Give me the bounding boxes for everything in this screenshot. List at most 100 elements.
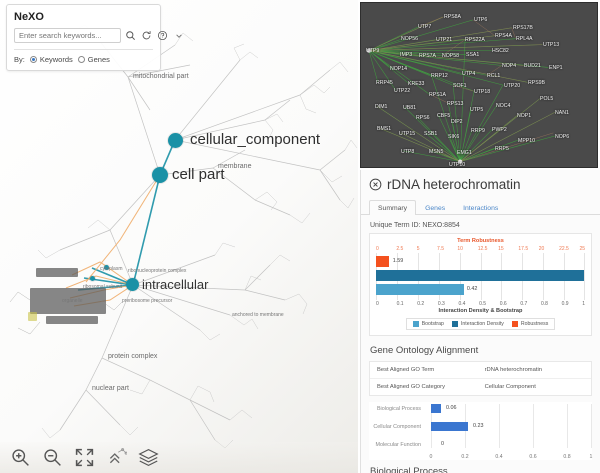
bottom-axis-ticks: 0 0.1 0.2 0.3 0.4 0.5 0.6 0.7 0.8 0.9 1 <box>376 301 585 307</box>
app-title: NeXO <box>14 11 44 23</box>
go-bar-biological-process[interactable] <box>431 404 441 413</box>
tree-node-small-b[interactable] <box>90 276 95 281</box>
term-robustness-chart: Term Robustness 0 2.5 5 7.5 10 12.5 15 1… <box>369 233 592 336</box>
tree-node-intracellular[interactable] <box>126 278 139 291</box>
tree-node-cellular-component[interactable] <box>168 133 183 148</box>
tab-interactions[interactable]: Interactions <box>463 205 499 212</box>
help-icon[interactable] <box>156 29 169 42</box>
bar-robustness[interactable] <box>376 256 390 267</box>
axis-tick: 0 <box>376 246 379 252</box>
grid-line <box>567 404 568 448</box>
fit-screen-icon[interactable] <box>74 447 95 468</box>
axis-tick: 0.8 <box>563 454 571 460</box>
axis-tick: 0.2 <box>417 301 425 307</box>
page-title: rDNA heterochromatin <box>387 177 521 192</box>
axis-tick: 20 <box>538 246 545 252</box>
chevron-down-icon[interactable] <box>172 29 185 42</box>
table-row: Best Aligned GO Category Cellular Compon… <box>370 379 591 395</box>
axis-tick: 0.1 <box>396 301 404 307</box>
zoom-out-icon[interactable] <box>42 447 63 468</box>
search-input[interactable] <box>14 28 121 43</box>
radio-keywords-label: Keywords <box>39 55 73 64</box>
axis-tick: 1 <box>582 301 586 307</box>
axis-tick: 0 <box>429 454 433 460</box>
legend-item-bootstrap[interactable]: Bootstrap <box>412 321 444 327</box>
robustness-plot: 1.59 0.42 <box>376 253 586 300</box>
top-axis-ticks: 0 2.5 5 7.5 10 12.5 15 17.5 20 22.5 25 <box>376 246 585 252</box>
search-icon[interactable] <box>124 29 137 42</box>
axis-tick: 2.5 <box>396 246 404 252</box>
axis-tick: 5 <box>416 246 420 252</box>
axis-tick: 0.8 <box>541 301 548 307</box>
go-bar-value: 0.23 <box>473 423 484 429</box>
search-by-row: By: Keywords Genes <box>14 55 153 64</box>
axis-tick: 22.5 <box>559 246 569 252</box>
go-category-label: Biological Process <box>376 406 421 412</box>
radio-keywords[interactable]: Keywords <box>29 55 73 64</box>
section-title-go-alignment: Gene Ontology Alignment <box>370 345 479 356</box>
axis-tick: 0.3 <box>437 301 445 307</box>
search-row <box>14 28 182 43</box>
go-value: Cellular Component <box>484 384 536 390</box>
close-icon[interactable] <box>369 178 382 191</box>
legend-label: Robustness <box>520 321 549 327</box>
legend-item-robustness[interactable]: Robustness <box>511 321 549 327</box>
bar-bootstrap[interactable] <box>376 284 464 295</box>
chart-legend: Bootstrap Interaction Density Robustness <box>405 318 556 330</box>
ontology-tree-view[interactable]: cellular_component cell part intracellul… <box>0 0 358 473</box>
axis-tick: 0.7 <box>520 301 528 307</box>
gene-network-graph <box>366 16 556 164</box>
by-label: By: <box>14 55 25 64</box>
zoom-in-icon[interactable] <box>10 447 31 468</box>
radio-genes-dot <box>77 56 85 63</box>
go-bar-value: 0 <box>441 441 444 447</box>
layers-icon[interactable] <box>138 447 159 468</box>
axis-tick: 10 <box>457 246 463 252</box>
legend-swatch <box>412 321 419 327</box>
legend-label: Interaction Density <box>460 321 504 327</box>
go-category-label: Cellular Component <box>373 424 421 430</box>
go-key: Best Aligned GO Term <box>377 367 435 373</box>
grid-line <box>533 404 534 448</box>
go-value: rDNA heterochromatin <box>484 367 542 373</box>
tab-summary[interactable]: Summary <box>369 200 417 215</box>
axis-tick: 7.5 <box>437 246 444 252</box>
grid-line <box>499 404 500 448</box>
radio-genes-label: Genes <box>87 55 110 64</box>
axis-tick: 25 <box>579 246 585 252</box>
bar-value-bootstrap: 0.42 <box>466 286 478 292</box>
section-title-biological-process: Biological Process <box>370 466 448 473</box>
axis-tick: 15 <box>498 246 504 252</box>
axis-tick: 0.4 <box>495 454 503 460</box>
grid-line <box>591 404 592 448</box>
bar-interaction-density[interactable] <box>376 270 585 281</box>
collapse-icon[interactable] <box>106 447 127 468</box>
unique-term-id: Unique Term ID: NEXO:8854 <box>370 222 460 229</box>
axis-tick: 0.4 <box>458 301 466 307</box>
axis-tick: 0.2 <box>461 454 469 460</box>
grid-line <box>584 253 586 300</box>
tab-genes[interactable]: Genes <box>425 205 446 212</box>
radio-genes[interactable]: Genes <box>77 55 110 64</box>
axis-tick: 0.9 <box>561 301 569 307</box>
legend-item-interaction-density[interactable]: Interaction Density <box>451 321 504 327</box>
go-bar-value: 0.06 <box>446 405 457 411</box>
axis-tick: 0.5 <box>479 301 487 307</box>
reset-icon[interactable] <box>140 29 153 42</box>
search-panel: NeXO <box>6 4 182 71</box>
axis-tick: 0 <box>376 301 379 307</box>
table-row: Best Aligned GO Term rDNA heterochromati… <box>370 362 591 379</box>
divider <box>14 49 153 50</box>
gene-network-view[interactable]: RPS8A UTP6 UTP7 RPS17B NOP56 UTP21 RPS22… <box>360 2 598 168</box>
axis-tick: 0.6 <box>529 454 537 460</box>
tree-node-cell-part[interactable] <box>152 167 168 183</box>
go-category-label: Molecular Function <box>375 442 421 448</box>
legend-label: Bootstrap <box>421 321 444 327</box>
axis-tick: 17.5 <box>518 246 529 252</box>
legend-swatch <box>511 321 518 327</box>
bar-value-robustness: 1.59 <box>392 258 404 264</box>
term-detail-panel: rDNA heterochromatin Summary Genes Inter… <box>360 170 600 473</box>
tree-node-small-a[interactable] <box>104 265 109 270</box>
go-bar-cellular-component[interactable] <box>431 422 468 431</box>
